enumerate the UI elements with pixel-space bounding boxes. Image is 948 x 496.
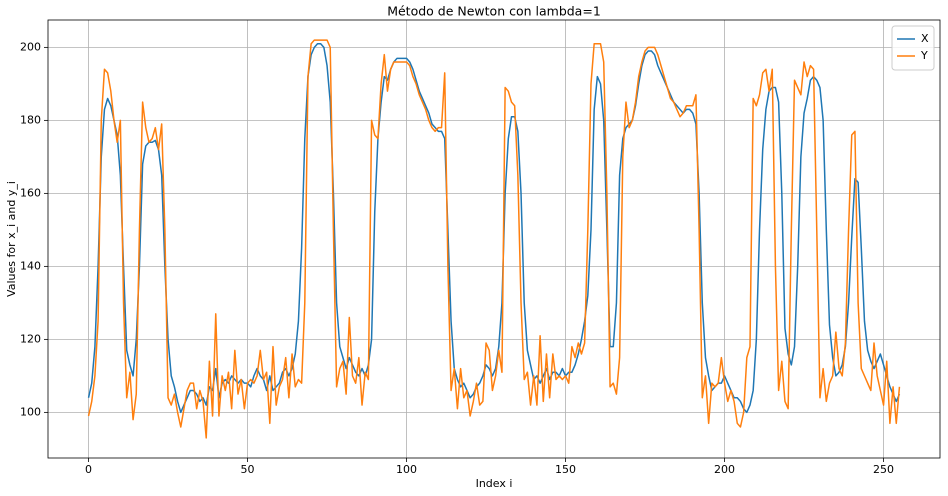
y-tick-label: 200 — [20, 40, 41, 53]
x-axis-label: Index i — [476, 477, 513, 490]
y-tick-label: 120 — [20, 332, 41, 345]
y-tick-label: 140 — [20, 259, 41, 272]
x-tick-label: 0 — [85, 463, 92, 476]
plot-frame — [47, 19, 941, 459]
legend: XY — [891, 25, 935, 71]
series-line — [87, 39, 901, 439]
legend-box — [891, 25, 935, 71]
y-tick-label: 100 — [20, 405, 41, 418]
legend-label: Y — [920, 49, 928, 62]
x-tick-label: 100 — [396, 463, 417, 476]
legend-label: X — [921, 32, 929, 45]
y-tick-label: 160 — [20, 186, 41, 199]
y-tick-label: 180 — [20, 113, 41, 126]
chart-title: Método de Newton con lambda=1 — [387, 4, 601, 19]
x-tick-label: 50 — [241, 463, 255, 476]
x-tick-label: 150 — [555, 463, 576, 476]
y-axis-label: Values for x_i and y_i — [5, 181, 18, 297]
x-tick-label: 250 — [873, 463, 894, 476]
x-tick-label: 200 — [714, 463, 735, 476]
